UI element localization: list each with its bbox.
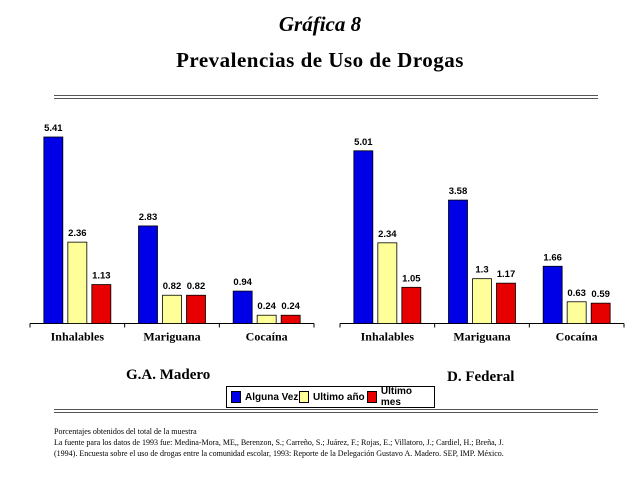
bar-2-ultimo-mes-1 <box>496 282 516 324</box>
value-label-1-alguna-vez-2: 0.94 <box>233 277 252 288</box>
chart-supertitle: Gráfica 8 <box>278 12 362 36</box>
legend-item-alguna-vez: Alguna Vez <box>231 390 298 404</box>
title-rule-bottom <box>54 98 598 99</box>
category-label-2-1: Mariguana <box>453 330 510 344</box>
bar-2-ultimo-mes-0 <box>401 286 422 324</box>
bar-2-ultimo-mes-2 <box>590 302 611 324</box>
value-label-1-ultimo-mes-2: 0.24 <box>281 301 300 312</box>
bar-1-ultimo-ano-1 <box>162 294 182 324</box>
category-label-1-1: Mariguana <box>143 330 200 344</box>
value-label-2-ultimo-ano-2: 0.63 <box>567 288 586 299</box>
value-label-1-ultimo-mes-0: 1.13 <box>92 271 111 282</box>
value-label-1-ultimo-ano-2: 0.24 <box>257 301 276 312</box>
value-label-2-alguna-vez-2: 1.66 <box>543 252 562 263</box>
bar-2-alguna-vez-2 <box>542 265 563 324</box>
value-label-2-alguna-vez-1: 3.58 <box>449 186 468 197</box>
bar-1-ultimo-ano-2 <box>256 314 277 324</box>
bar-1-alguna-vez-2 <box>232 290 253 324</box>
footnote-line-2: La fuente para los datos de 1993 fue: Me… <box>54 438 504 447</box>
value-label-1-alguna-vez-0: 5.41 <box>44 123 63 134</box>
bar-1-ultimo-mes-0 <box>91 284 112 324</box>
title-rule-top <box>54 95 598 96</box>
panel-title-ga-madero: G.A. Madero <box>126 367 211 383</box>
value-label-1-alguna-vez-1: 2.83 <box>139 212 158 223</box>
legend-swatch-ultimo-mes <box>367 391 377 403</box>
footer-rule-bottom <box>54 412 598 413</box>
bar-2-alguna-vez-0 <box>353 150 374 324</box>
category-label-1-2: Cocaína <box>246 330 288 344</box>
value-label-2-ultimo-ano-1: 1.3 <box>475 265 488 276</box>
category-label-1-0: Inhalables <box>51 330 105 344</box>
legend-swatch-ultimo-ano <box>299 391 309 403</box>
footnote-line-3: (1994). Encuesta sobre el uso de drogas … <box>54 449 504 458</box>
value-label-2-ultimo-mes-0: 1.05 <box>402 273 421 284</box>
category-label-2-0: Inhalables <box>361 330 415 344</box>
legend-item-ultimo-mes: Ultimo mes <box>367 386 434 408</box>
bar-2-alguna-vez-1 <box>448 199 468 324</box>
value-label-2-ultimo-mes-2: 0.59 <box>591 289 610 300</box>
panel-title-d-federal: D. Federal <box>447 369 515 385</box>
bar-1-alguna-vez-0 <box>43 136 64 324</box>
bar-2-ultimo-ano-2 <box>566 301 587 324</box>
value-label-2-ultimo-ano-0: 2.34 <box>378 229 397 240</box>
category-label-2-2: Cocaína <box>556 330 598 344</box>
charts-svg: 5.41 2.36 1.13 Inhalables 2.83 0.82 0.82 Marigu… <box>29 123 625 344</box>
bar-1-ultimo-ano-0 <box>67 241 88 324</box>
bar-2-ultimo-ano-0 <box>377 242 398 324</box>
bar-1-ultimo-mes-1 <box>186 294 206 324</box>
footnote: Porcentajes obtenidos del total de la mu… <box>54 426 614 459</box>
bar-1-alguna-vez-1 <box>138 225 158 324</box>
value-label-2-ultimo-mes-1: 1.17 <box>497 269 516 280</box>
legend-swatch-alguna-vez <box>231 391 241 403</box>
legend-item-ultimo-ano: Ultimo año <box>299 390 365 404</box>
value-label-2-alguna-vez-0: 5.01 <box>354 137 373 148</box>
footnote-line-1: Porcentajes obtenidos del total de la mu… <box>54 427 197 436</box>
footer-rule-top <box>54 409 598 410</box>
bar-1-ultimo-mes-2 <box>280 314 301 324</box>
legend-label-ultimo-ano: Ultimo año <box>313 391 365 403</box>
legend-label-alguna-vez: Alguna Vez <box>245 391 299 403</box>
value-label-1-ultimo-ano-1: 0.82 <box>163 281 182 292</box>
value-label-1-ultimo-ano-0: 2.36 <box>68 228 87 239</box>
legend-label-ultimo-mes: Ultimo mes <box>380 386 412 408</box>
value-label-1-ultimo-mes-1: 0.82 <box>187 281 206 292</box>
bar-2-ultimo-ano-1 <box>472 278 492 324</box>
chart-title: Prevalencias de Uso de Drogas <box>176 48 464 72</box>
legend: Alguna Vez Ultimo año Ultimo mes <box>226 386 435 408</box>
